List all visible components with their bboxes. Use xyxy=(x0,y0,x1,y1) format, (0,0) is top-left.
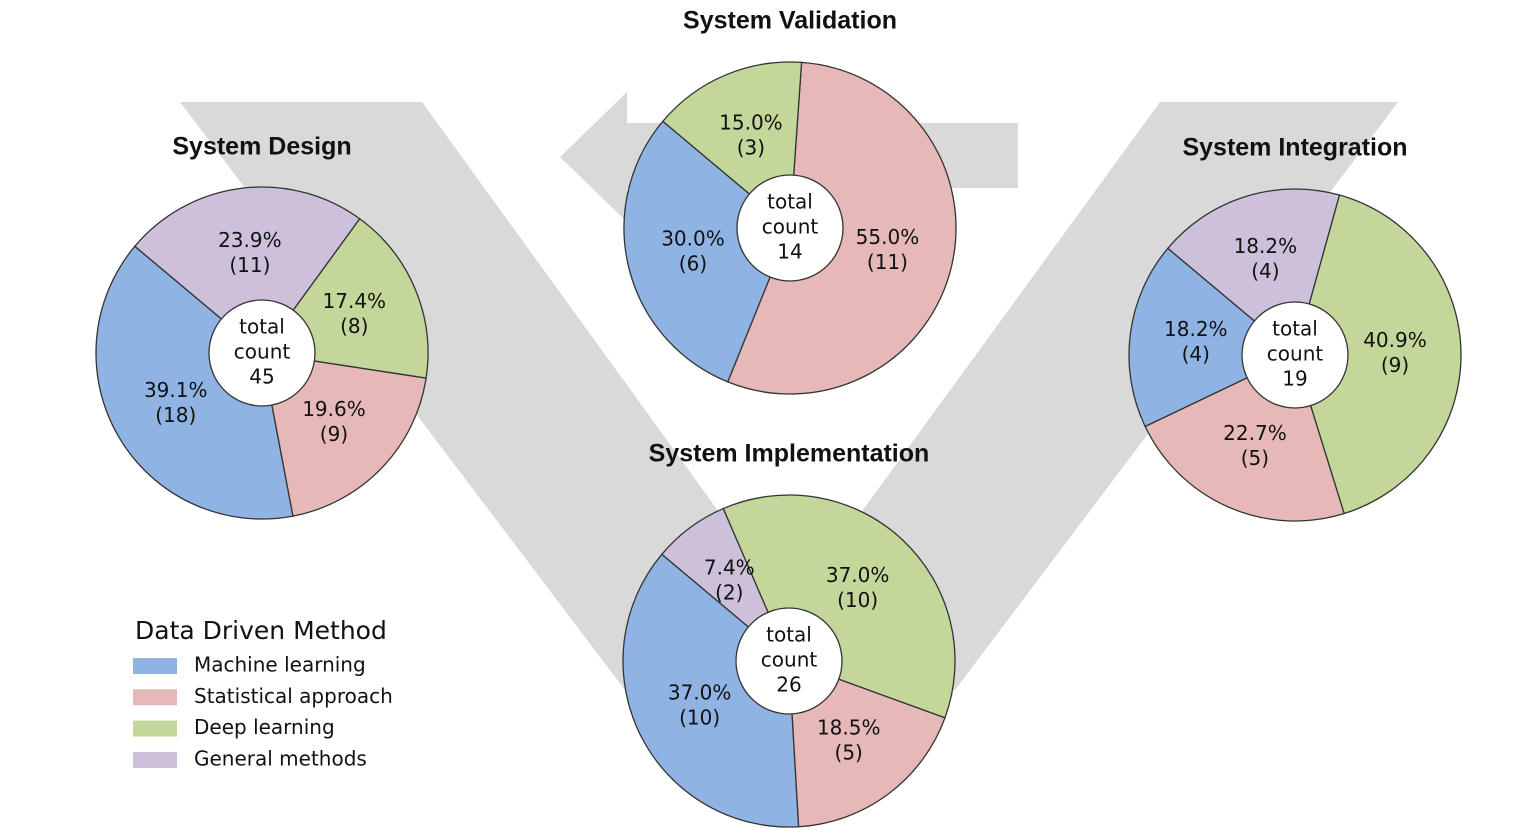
legend-label: Machine learning xyxy=(194,653,366,677)
donut-hole xyxy=(735,607,843,715)
slice-percent-label: 18.5% xyxy=(817,716,881,740)
slice-count-label: (11) xyxy=(229,253,270,277)
slice-percent-label: 17.4% xyxy=(323,289,387,313)
center-label: count xyxy=(762,215,819,239)
slice-count-label: (18) xyxy=(155,403,196,427)
slice-count-label: (9) xyxy=(320,422,348,446)
legend-label: Deep learning xyxy=(194,715,335,739)
slice-percent-label: 37.0% xyxy=(826,563,890,587)
center-label: total xyxy=(239,315,285,339)
slice-count-label: (4) xyxy=(1251,259,1279,283)
center-label: count xyxy=(1267,342,1324,366)
pie-title: System Implementation xyxy=(649,440,930,468)
legend-swatch xyxy=(133,689,177,706)
slice-percent-label: 55.0% xyxy=(856,225,920,249)
legend-label: General methods xyxy=(194,746,367,770)
slice-percent-label: 39.1% xyxy=(144,378,208,402)
slice-percent-label: 37.0% xyxy=(668,680,732,704)
pie-slice xyxy=(623,120,791,383)
pie-title: System Design xyxy=(172,133,351,161)
center-label: count xyxy=(234,340,291,364)
legend-title: Data Driven Method xyxy=(135,616,387,645)
donut-hole xyxy=(736,174,844,282)
center-total: 19 xyxy=(1282,367,1307,391)
slice-percent-label: 40.9% xyxy=(1363,328,1427,352)
slice-percent-label: 18.2% xyxy=(1234,234,1298,258)
pie-slice xyxy=(133,186,361,354)
slice-count-label: (9) xyxy=(1381,353,1409,377)
v-shape-background xyxy=(180,102,1398,690)
slice-count-label: (2) xyxy=(715,580,743,604)
legend-label: Statistical approach xyxy=(194,684,393,708)
slice-count-label: (3) xyxy=(737,135,765,159)
slice-count-label: (10) xyxy=(837,588,878,612)
center-total: 45 xyxy=(249,365,274,389)
legend-swatch xyxy=(133,751,177,768)
slice-count-label: (8) xyxy=(340,314,368,338)
center-label: total xyxy=(766,623,812,647)
slice-percent-label: 22.7% xyxy=(1223,421,1287,445)
pie-slice xyxy=(622,553,800,828)
slice-count-label: (10) xyxy=(679,705,720,729)
pie-slice xyxy=(95,245,294,520)
slice-percent-label: 7.4% xyxy=(704,555,755,579)
slice-count-label: (6) xyxy=(679,252,707,276)
legend-swatch xyxy=(133,720,177,737)
center-label: count xyxy=(761,648,818,672)
slice-count-label: (11) xyxy=(867,250,908,274)
donut-hole xyxy=(208,299,316,407)
center-label: total xyxy=(767,190,813,214)
pie-slice xyxy=(722,494,956,719)
pie-slice xyxy=(261,352,427,517)
slice-percent-label: 30.0% xyxy=(661,227,725,251)
slice-percent-label: 18.2% xyxy=(1164,317,1228,341)
pie-title: System Integration xyxy=(1182,134,1407,162)
slice-count-label: (5) xyxy=(1241,446,1269,470)
pie-slice xyxy=(788,660,946,828)
center-total: 14 xyxy=(777,240,802,264)
slice-count-label: (4) xyxy=(1182,342,1210,366)
pie-title: System Validation xyxy=(683,7,897,35)
slice-count-label: (5) xyxy=(835,741,863,765)
donut-hole xyxy=(1241,301,1349,409)
slice-percent-label: 15.0% xyxy=(719,110,783,134)
pie-slice xyxy=(1294,194,1462,515)
slice-percent-label: 23.9% xyxy=(218,228,282,252)
slice-percent-label: 19.6% xyxy=(302,397,366,421)
legend-swatch xyxy=(133,658,177,674)
center-total: 26 xyxy=(776,673,801,697)
pie-slice xyxy=(1128,247,1297,428)
center-label: total xyxy=(1272,317,1318,341)
